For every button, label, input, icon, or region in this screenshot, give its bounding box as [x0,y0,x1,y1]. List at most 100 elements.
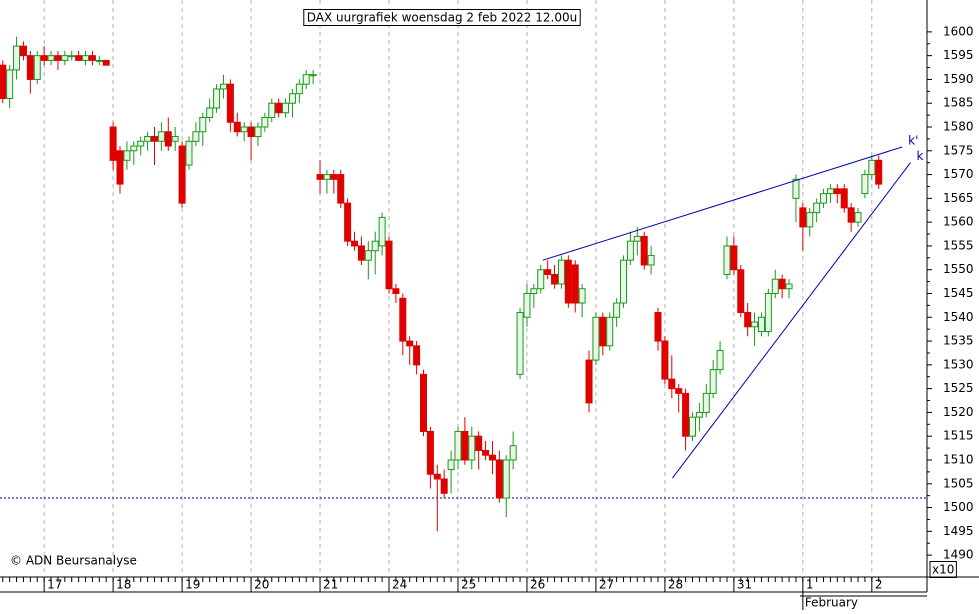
candle-body [771,278,779,294]
candle-body [723,245,731,275]
candle-body [537,269,545,290]
y-tick-label: 1580 [943,120,974,134]
candle-body [613,302,621,318]
candle-body [875,159,883,185]
candle-body [116,150,124,185]
candle-body [523,292,531,318]
x-tick-label: 27 [599,578,614,592]
candle-body [868,159,876,176]
candle-body [261,116,269,128]
candle-body [323,174,331,180]
candle-body [495,459,503,499]
candle-body [330,174,338,180]
candle-body [482,449,490,456]
candle-body [344,202,352,242]
candle-body [488,454,496,461]
candle-body [716,350,724,371]
candle-body [854,212,862,223]
candle-body [309,74,317,77]
candle-body [447,459,455,470]
candle-body [585,359,593,404]
x-tick-label: 26 [530,578,545,592]
y-tick-label: 1550 [943,262,974,276]
x-tick-label: 18 [116,578,131,592]
candle-body [102,59,110,66]
y-tick-label: 1560 [943,215,974,229]
y-tick-label: 1575 [943,143,974,157]
candle-body [668,378,676,390]
y-tick-label: 1510 [943,452,974,466]
candle-body [737,269,745,314]
axis-note: x10 [932,563,954,577]
y-tick-label: 1515 [943,429,974,443]
y-tick-label: 1495 [943,524,974,538]
candle-body [247,126,255,138]
candle-body [509,445,517,461]
candle-body [68,55,76,58]
candle-body [206,107,214,118]
candle-body [185,140,193,166]
candle-body [192,131,200,142]
candle-body [709,369,717,394]
x-tick-label: 28 [668,578,683,592]
candle-body [440,478,448,494]
candle-body [109,126,117,161]
candle-body [123,150,131,161]
y-tick-label: 1545 [943,286,974,300]
candle-body [178,145,186,204]
candle-body [799,207,807,228]
candle-body [302,74,310,85]
candle-body [599,316,607,347]
x-tick-label: 2 [875,578,883,592]
candle-body [620,259,628,304]
chart-title: DAX uurgrafiek woensdag 2 feb 2022 12.00… [307,11,577,25]
candle-body [82,55,90,61]
candle-body [295,83,303,95]
y-tick-label: 1530 [943,357,974,371]
x-tick-label: 1 [806,578,814,592]
y-tick-label: 1490 [943,548,974,562]
candle-body [468,435,476,461]
candle-body [557,259,565,285]
candle-body [654,312,662,342]
candle-body [137,140,145,147]
y-tick-label: 1540 [943,310,974,324]
y-tick-label: 1590 [943,72,974,86]
candle-body [744,312,752,328]
candle-body [288,93,296,104]
candle-body [233,121,241,133]
candle-body [778,278,786,290]
candle-body [764,292,772,333]
candle-body [95,59,103,62]
candle-body [371,240,379,252]
candle-body [337,174,345,204]
trend-label: k [916,149,923,163]
candle-body [316,174,324,180]
x-tick-label: 24 [392,578,407,592]
candle-body [61,55,69,61]
title-box [303,9,581,26]
y-tick-label: 1555 [943,238,974,252]
candle-body [564,259,572,304]
candle-body [275,102,283,114]
candle-body [392,288,400,294]
candle-body [171,136,179,142]
candle-body [351,240,359,247]
candle-body [675,388,683,394]
candle-body [26,55,34,80]
candle-body [282,102,290,114]
candle-body [19,45,27,57]
candle-body [551,273,559,285]
candle-body [151,136,158,142]
candle-body [730,245,738,271]
candle-body [419,373,427,432]
y-tick-label: 1535 [943,334,974,348]
candle-body [688,416,696,437]
candle-body [682,392,690,437]
candle-body [633,235,641,242]
x-tick-label: February [805,596,858,610]
x-tick-label: 31 [737,578,752,592]
candle-body [406,340,414,347]
trend-line [672,162,911,479]
